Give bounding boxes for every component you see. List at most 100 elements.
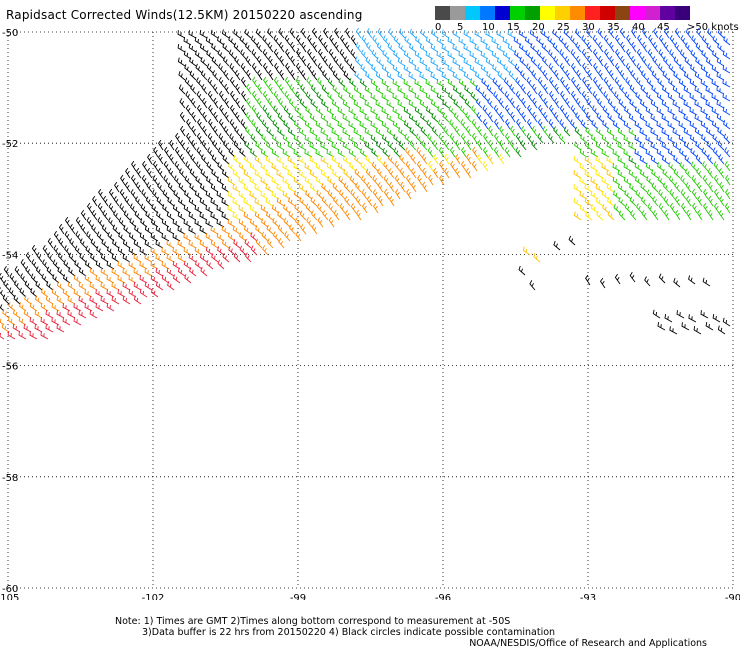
wind-barb: [309, 142, 318, 151]
wind-barb: [283, 204, 291, 214]
wind-barb: [405, 147, 412, 158]
wind-barb: [232, 198, 241, 207]
wind-barb: [453, 112, 461, 123]
wind-barb: [56, 324, 65, 333]
wind-barb: [635, 189, 643, 200]
wind-barb: [487, 111, 494, 123]
wind-barb: [707, 167, 714, 179]
wind-barb: [206, 161, 214, 172]
wind-barb: [656, 92, 665, 102]
wind-barb: [0, 287, 5, 298]
wind-barb: [194, 36, 203, 46]
wind-barb: [549, 90, 555, 102]
wind-barb: [522, 246, 531, 256]
wind-barb: [97, 202, 104, 214]
wind-barb: [688, 314, 697, 323]
wind-barb: [718, 209, 725, 221]
wind-barb: [310, 84, 318, 95]
wind-barb: [128, 261, 137, 270]
wind-barb: [353, 128, 362, 137]
wind-barb: [155, 225, 164, 235]
wind-barb: [261, 119, 269, 130]
wind-barb: [73, 289, 82, 298]
wind-barb: [692, 202, 698, 214]
note-line-2: 3)Data buffer is 22 hrs from 20150220 4)…: [142, 627, 556, 638]
wind-barb: [328, 63, 335, 74]
wind-barb: [273, 48, 280, 60]
wind-barb: [586, 28, 593, 39]
wind-barb: [67, 310, 76, 319]
wind-barb: [419, 43, 428, 53]
wind-barb: [526, 77, 533, 88]
wind-barb: [36, 252, 43, 263]
wind-barb: [533, 252, 541, 263]
wind-barb: [370, 134, 379, 144]
wind-barb: [40, 331, 49, 340]
wind-barb: [696, 168, 703, 179]
wind-barb: [570, 90, 577, 102]
wind-barb: [219, 104, 225, 116]
wind-barb: [414, 79, 423, 88]
wind-barb: [223, 70, 230, 81]
wind-barb: [228, 162, 236, 172]
wind-barb: [150, 261, 159, 270]
wind-barb: [41, 273, 49, 284]
wind-barb: [117, 246, 126, 256]
wind-barb: [23, 309, 32, 319]
wind-barb: [553, 56, 560, 67]
wind-barb: [344, 196, 351, 207]
wind-barb: [52, 259, 60, 270]
wind-barb: [663, 56, 670, 67]
wind-barb: [597, 98, 604, 109]
wind-barb: [299, 113, 307, 123]
wind-barb: [371, 64, 379, 74]
wind-barb: [690, 147, 698, 158]
wind-barb: [185, 161, 192, 172]
wind-barb: [45, 324, 54, 333]
wind-barb: [267, 238, 274, 249]
wind-barb: [321, 84, 329, 95]
wind-barb: [338, 175, 346, 186]
wind-barb: [459, 91, 467, 102]
wind-barb: [436, 79, 445, 88]
wind-barb: [657, 322, 666, 331]
wind-barb: [75, 216, 82, 228]
wind-barb: [461, 146, 467, 158]
wind-barb: [647, 63, 654, 74]
wind-barb: [30, 273, 38, 284]
wind-barb: [262, 35, 269, 46]
wind-barb: [141, 174, 148, 186]
speed-legend: 0 5 10 15 20 25 30 35 40 45 >50 knots: [435, 3, 740, 33]
wind-barb: [243, 155, 252, 165]
wind-barb: [276, 197, 285, 207]
wind-barb: [218, 63, 225, 74]
wind-barb: [388, 168, 395, 179]
wind-barb: [320, 142, 329, 151]
wind-barb: [689, 107, 698, 116]
wind-barb: [252, 76, 258, 88]
wind-barb: [129, 203, 137, 214]
wind-barb: [217, 49, 225, 60]
wind-barb: [437, 119, 445, 130]
wind-barb: [486, 71, 494, 81]
wind-barb: [150, 247, 159, 256]
wind-barb: [520, 70, 527, 81]
wind-barb: [267, 55, 274, 67]
wind-barb: [474, 57, 483, 67]
wind-barb: [185, 104, 192, 116]
wind-barb: [91, 224, 98, 235]
wind-barb: [172, 233, 181, 242]
wind-barb: [246, 83, 252, 95]
wind-barb: [235, 97, 241, 109]
wind-barb: [472, 146, 478, 158]
wind-barb: [573, 197, 582, 207]
wind-barb: [386, 100, 395, 109]
wind-barb: [141, 189, 148, 200]
wind-barb: [382, 49, 390, 60]
wind-barb: [267, 98, 274, 109]
wind-barb: [255, 28, 263, 39]
wind-barb: [62, 303, 71, 312]
wind-barb: [84, 260, 93, 270]
wind-barb: [436, 51, 445, 60]
wind-barb: [509, 84, 516, 95]
